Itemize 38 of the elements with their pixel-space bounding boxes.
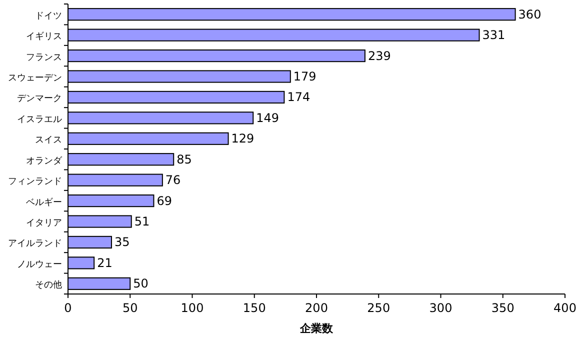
x-title: 企業数: [300, 322, 333, 335]
category-label: フランス: [26, 52, 62, 63]
data-label: 51: [134, 214, 150, 228]
data-label: 76: [165, 173, 181, 188]
tick-label: 100: [180, 301, 204, 315]
data-label: 21: [97, 256, 112, 270]
category-label: スウェーデン: [8, 74, 62, 84]
tick-label: 400: [554, 301, 576, 315]
data-label: 50: [133, 276, 148, 291]
category-label: その他: [35, 280, 62, 291]
category-label: ドイツ: [35, 11, 62, 22]
category-label: フィンランド: [8, 177, 62, 188]
data-label: 35: [114, 235, 130, 250]
tick-label: 50: [122, 301, 138, 315]
data-label: 179: [293, 70, 316, 84]
category-label: ベルギー: [26, 198, 62, 208]
category-label: イギリス: [26, 32, 62, 42]
data-label: 69: [156, 194, 172, 208]
data-label: 331: [482, 28, 506, 42]
category-label: イスラエル: [17, 114, 62, 125]
category-label: ノルウェー: [17, 260, 62, 270]
category-label: アイルランド: [8, 239, 62, 250]
category-label: スイス: [35, 136, 62, 146]
data-label: 174: [287, 90, 310, 104]
tick-label: 350: [491, 301, 514, 315]
tick-label: 0: [64, 301, 72, 315]
data-label: 129: [231, 132, 254, 146]
data-label: 85: [176, 152, 192, 166]
data-label: 239: [368, 48, 391, 63]
category-label: オランダ: [26, 156, 62, 166]
tick-label: 300: [429, 301, 452, 315]
tick-label: 250: [367, 301, 390, 315]
category-label: イタリア: [26, 218, 62, 228]
category-label: デンマーク: [17, 94, 62, 104]
tick-label: 200: [305, 301, 328, 315]
tick-label: 150: [242, 301, 266, 315]
data-label: 360: [518, 7, 542, 22]
data-label: 149: [256, 110, 280, 125]
